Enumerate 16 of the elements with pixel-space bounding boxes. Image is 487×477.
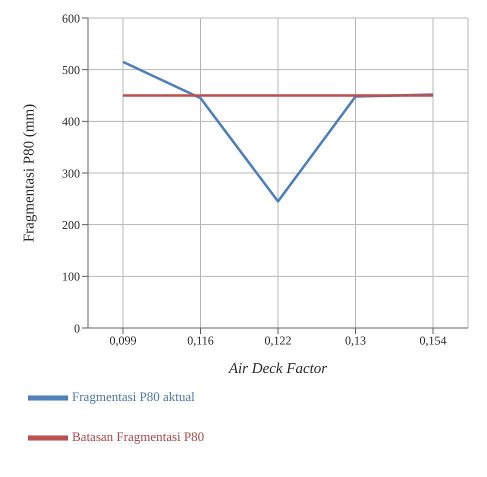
y-axis-title: Fragmentasi P80 (mm) [21,104,38,242]
legend-label: Fragmentasi P80 aktual [72,388,195,404]
x-tick-label: 0,116 [187,334,214,348]
y-tick-label: 100 [62,270,80,284]
y-tick-label: 600 [62,11,80,26]
y-tick-label: 0 [74,321,80,336]
x-tick-label: 0,099 [110,334,136,348]
y-tick-label: 300 [62,166,80,180]
y-tick-label: 200 [62,218,80,232]
x-tick-label: 0,122 [264,334,292,348]
x-tick-label: 0,13 [345,334,366,348]
legend-label: Batasan Fragmentasi P80 [72,428,204,444]
x-axis-title: Air Deck Factor [228,361,328,377]
x-tick-label: 0,154 [420,334,446,348]
y-tick-label: 500 [62,62,80,77]
y-tick-label: 400 [62,114,80,129]
